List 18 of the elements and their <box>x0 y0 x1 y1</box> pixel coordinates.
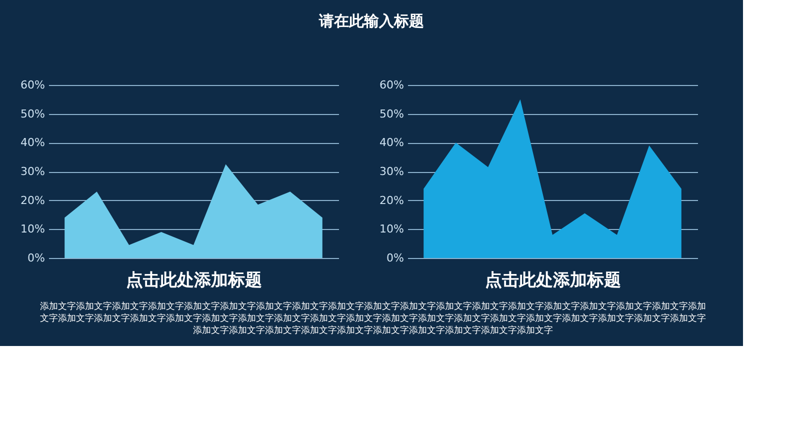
text: 请在此输入标题 <box>318 12 424 30</box>
y-tick-label: 40% <box>20 136 45 150</box>
y-tick-label: 10% <box>380 222 404 236</box>
y-tick-label: 20% <box>380 194 404 207</box>
y-tick-label: 60% <box>380 78 404 92</box>
y-tick-label: 30% <box>20 165 45 178</box>
y-tick-label: 0% <box>386 252 404 264</box>
y-tick-label: 20% <box>20 194 45 207</box>
y-tick-label: 60% <box>20 78 45 92</box>
x-axis-title: 点击此处添加标题 <box>485 270 621 290</box>
y-tick-label: 40% <box>380 136 404 150</box>
y-tick-label: 10% <box>20 222 45 236</box>
text: 添加文字添加文字添加文字添加文字添加文字添加文字添加文字添加文字添加文字添加文字添加文字添加文字添加文字添加文字添加文字添加文字添加文字添加文字添加文字添加文字添加文字添加文字添加文字添加文字添加文字添加文字添加文字添加文字添加文字添加文字添加文字添加文字添加文字添加文字添加文字添加文字添加文字添加文字添加文字添加文字添加文字添加文字添加文字添加文字添加文字添加文字添加文字 <box>40 301 706 336</box>
y-tick-label: 50% <box>20 107 45 120</box>
y-tick-label: 50% <box>380 107 404 120</box>
y-tick-label: 30% <box>380 165 404 178</box>
y-tick-label: 0% <box>28 252 45 264</box>
x-axis-title: 点击此处添加标题 <box>126 270 262 290</box>
